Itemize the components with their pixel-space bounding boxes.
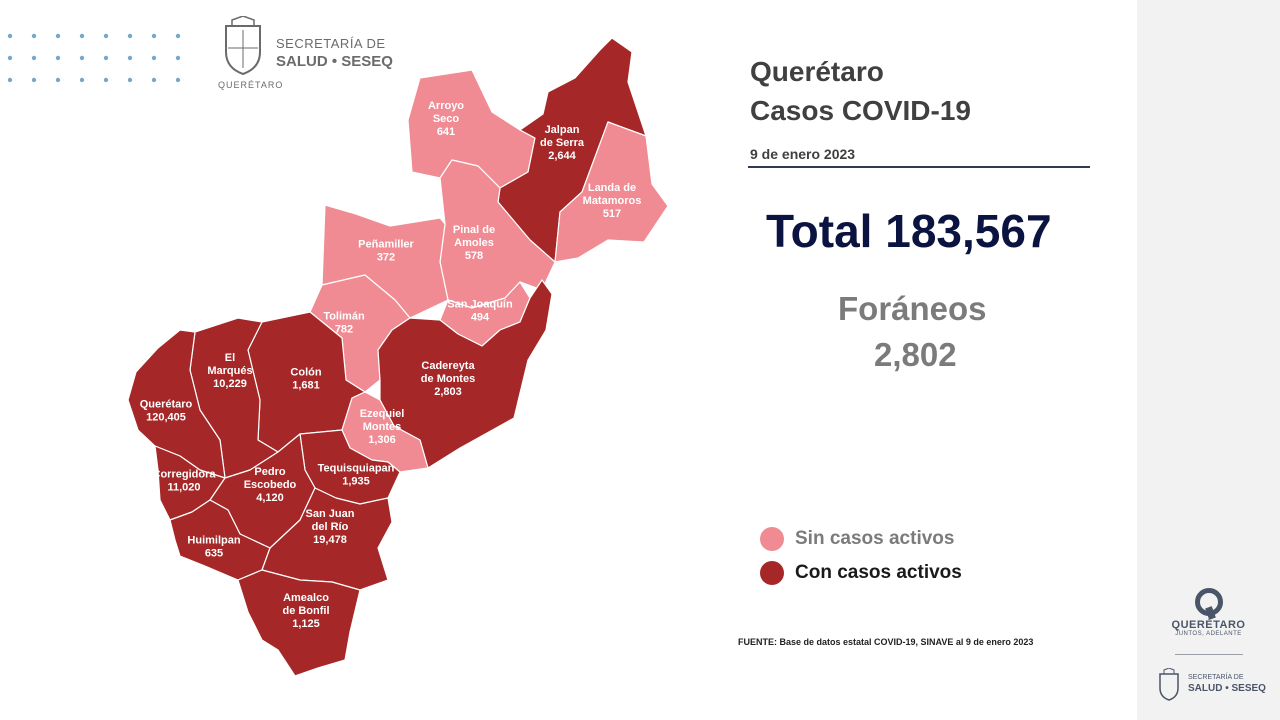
sidebar-seseq-logo: SECRETARÍA DE SALUD • SESEQ — [1156, 664, 1276, 708]
sidebar-org-line2: SALUD • SESEQ — [1188, 683, 1266, 694]
brand-tagline: JUNTOS, ADELANTE — [1175, 631, 1242, 637]
title-state: Querétaro — [750, 56, 884, 87]
map-label-huimilpan: Huimilpan 635 — [187, 535, 240, 560]
queretaro-brand-logo: QUERÉTARO JUNTOS, ADELANTE — [1137, 588, 1280, 637]
map-label-landa: Landa de Matamoros 517 — [583, 182, 642, 220]
report-date: 9 de enero 2023 — [750, 146, 856, 162]
decorative-dot-grid — [7, 33, 181, 83]
map-label-colon: Colón 1,681 — [290, 367, 321, 392]
map-label-pinal: Pinal de Amoles 578 — [453, 224, 495, 262]
map-label-el-marques: El Marqués 10,229 — [207, 352, 252, 390]
foraneos-value: 2,802 — [874, 336, 957, 373]
q-logo-icon — [1194, 588, 1223, 616]
region-cadereyta[interactable] — [377, 279, 553, 469]
org-name-line1: SECRETARÍA DE — [276, 36, 386, 51]
legend-active-swatch — [760, 561, 784, 585]
state-seal-icon — [225, 16, 261, 76]
map-label-queretaro: Querétaro 120,405 — [140, 399, 193, 424]
legend-inactive-label: Sin casos activos — [795, 528, 955, 549]
brand-name: QUERÉTARO — [1171, 619, 1246, 631]
sidebar-org-line1: SECRETARÍA DE — [1188, 674, 1244, 681]
queretaro-municipality-map: Arroyo Seco 641 Jalpan de Serra 2,644 Landa de… — [127, 37, 669, 677]
legend-inactive-swatch — [760, 527, 784, 551]
sidebar-divider — [1175, 654, 1243, 655]
title-divider — [748, 166, 1090, 168]
map-label-san-joaquin: San Joaquín 494 — [447, 299, 513, 324]
map-label-ezequiel: Ezequiel Montes 1,306 — [360, 408, 405, 446]
foraneos-label: Foráneos — [838, 290, 987, 327]
region-landa[interactable] — [554, 121, 669, 263]
map-label-arroyo-seco: Arroyo Seco 641 — [428, 100, 464, 138]
map-label-tequisquiapan: Tequisquiapan 1,935 — [318, 463, 395, 488]
org-name-line2: SALUD • SESEQ — [276, 53, 393, 70]
seseq-logo: SECRETARÍA DE SALUD • SESEQ QUERÉTARO — [218, 16, 438, 94]
legend-active-label: Con casos activos — [795, 562, 962, 583]
map-label-pedro-escobedo: Pedro Escobedo 4,120 — [244, 466, 297, 504]
total-cases: Total 183,567 — [766, 205, 1052, 257]
source-note: FUENTE: Base de datos estatal COVID-19, … — [738, 637, 1034, 647]
map-label-amealco: Amealco de Bonfil 1,125 — [282, 592, 329, 630]
title-covid: Casos COVID-19 — [750, 95, 971, 126]
state-seal-small-icon — [1159, 668, 1179, 701]
map-label-cadereyta: Cadereyta de Montes 2,803 — [421, 360, 476, 398]
map-label-penamiller: Peñamiller 372 — [358, 239, 414, 264]
org-name-line3: QUERÉTARO — [218, 80, 284, 90]
region-amealco[interactable] — [237, 569, 361, 677]
map-label-toliman: Tolimán 782 — [323, 311, 365, 336]
map-label-corregidora: Corregidora 11,020 — [153, 469, 217, 494]
legend-active: Con casos activos — [760, 561, 962, 585]
map-label-san-juan: San Juan del Río 19,478 — [306, 508, 355, 546]
legend-inactive: Sin casos activos — [760, 527, 954, 551]
region-san-juan[interactable] — [261, 487, 393, 591]
map-label-jalpan: Jalpan de Serra 2,644 — [540, 124, 585, 162]
